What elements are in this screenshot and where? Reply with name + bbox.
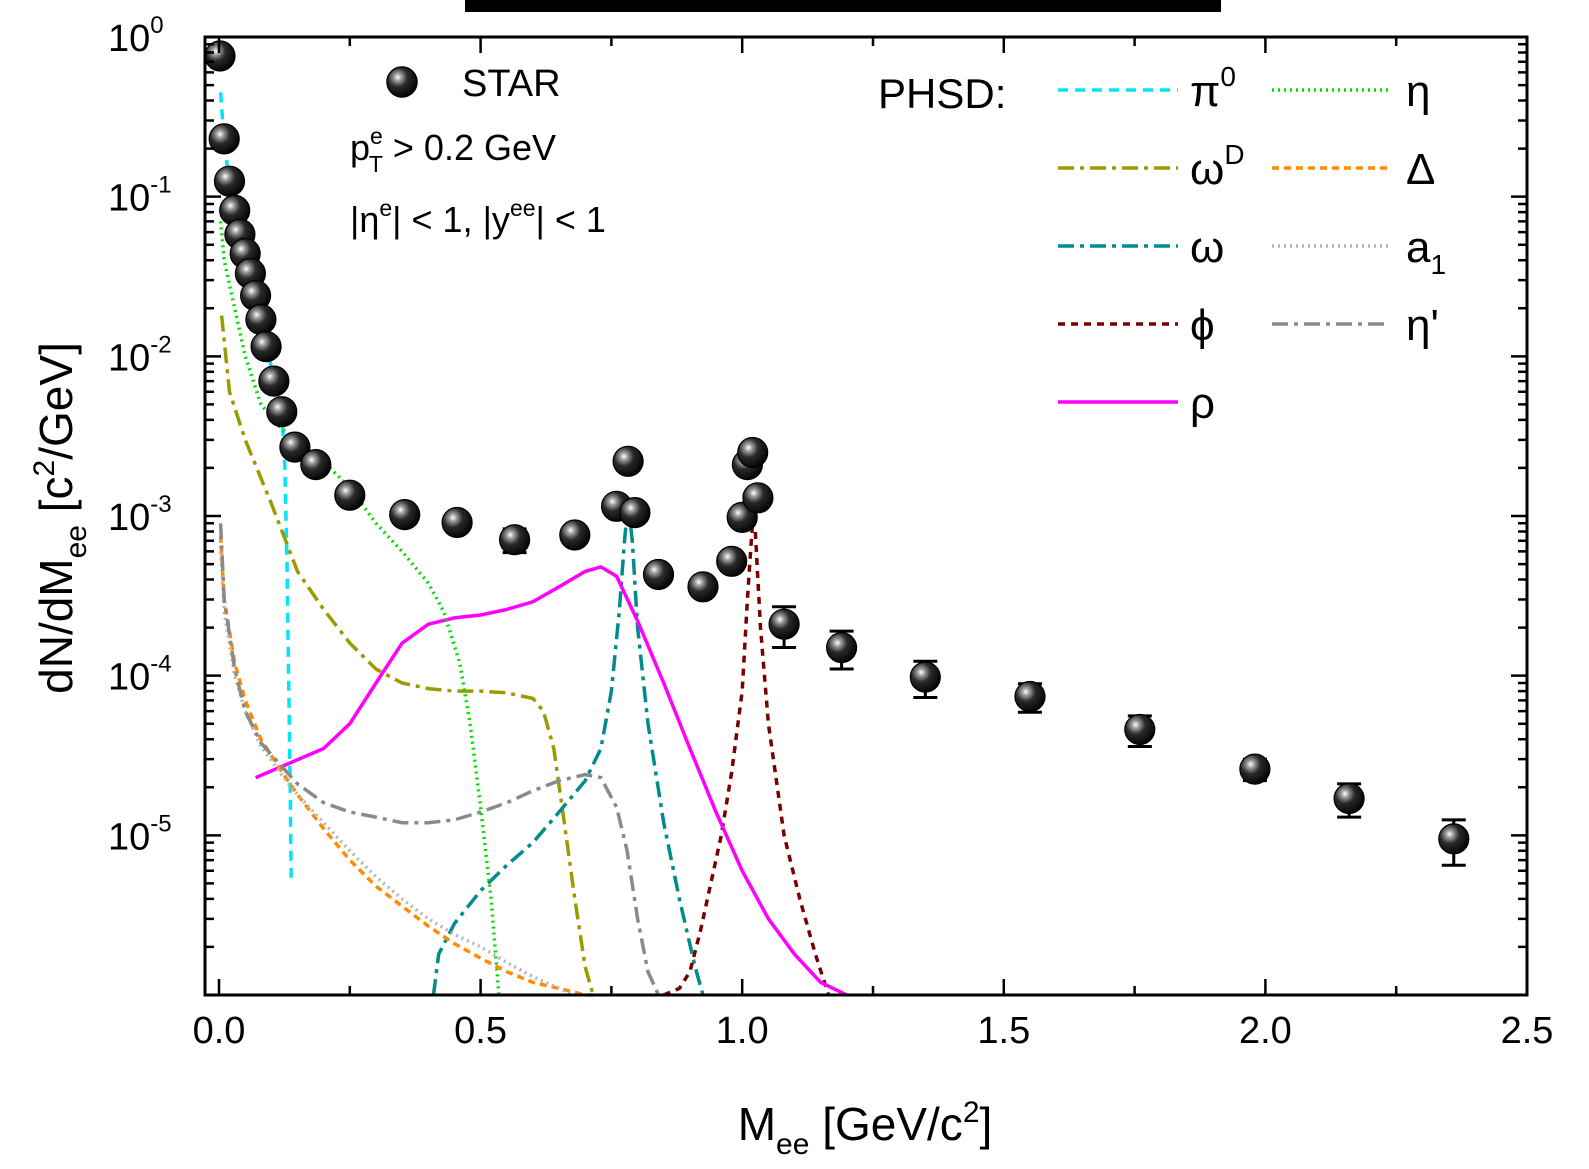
data-point-9: [250, 331, 282, 363]
y-axis-label: dN/dMee [c2/GeV]: [28, 342, 93, 694]
star-legend-marker: [386, 66, 418, 98]
data-point-22: [642, 558, 675, 591]
tick-marks: [205, 35, 1529, 997]
data-point-34: [1239, 753, 1271, 785]
x-axis-label: Mee [GeV/c2]: [738, 1096, 993, 1161]
y-tick-label: 10-3: [108, 491, 172, 539]
curve-8: [218, 523, 661, 996]
data-point-16: [441, 506, 473, 539]
data-point-30: [825, 631, 858, 664]
curve-6: [218, 535, 596, 997]
data-point-1: [208, 123, 240, 155]
annotation-pt-cut: pe T > 0.2 GeV: [350, 123, 556, 177]
x-tick-label: 1.5: [977, 1010, 1030, 1052]
legend-label-6: Δ: [1406, 145, 1435, 194]
annotation-eta-cut: |ηe| < 1, |yee| < 1: [350, 195, 606, 240]
data-point-35: [1333, 782, 1365, 815]
y-tick-label: 10-4: [108, 651, 172, 699]
legend-label-7: a1: [1406, 223, 1446, 280]
x-tick-label: 1.0: [716, 1010, 769, 1052]
data-point-14: [334, 479, 366, 511]
data-point-23: [687, 571, 719, 603]
legend-label-5: η: [1406, 67, 1430, 116]
star-legend: STAR: [386, 63, 561, 105]
y-tick-labels: 10110010-110-210-310-410-5: [108, 12, 172, 858]
x-tick-label: 0.0: [193, 1010, 246, 1052]
x-tick-labels: 0.0 0.5 1.0 1.5 2.0 2.5: [193, 1010, 1554, 1052]
x-tick-label: 2.5: [1501, 1010, 1554, 1052]
model-curves: [218, 92, 848, 997]
curve-3: [663, 519, 831, 997]
data-point-12: [279, 431, 311, 463]
legend-label-0: π0: [1190, 61, 1236, 116]
top-banner: [465, 0, 1221, 12]
data-point-21: [619, 496, 651, 529]
data-point-29: [768, 608, 800, 640]
data-point-36: [1438, 823, 1470, 855]
data-point-8: [245, 303, 277, 336]
data-point-17: [498, 524, 531, 556]
legend-title: PHSD:: [878, 70, 1006, 117]
data-point-10: [258, 365, 290, 397]
data-point-31: [909, 661, 941, 693]
y-tick-label: 10-1: [108, 172, 172, 220]
data-point-2: [213, 165, 246, 197]
curve-5: [218, 221, 501, 996]
data-point-11: [266, 396, 298, 428]
legend-label-3: ϕ: [1190, 301, 1215, 350]
legend-label-1: ωD: [1190, 139, 1245, 194]
y-tick-label: 10-5: [108, 810, 172, 858]
axis-ticks: [205, 35, 1529, 997]
data-point-13: [300, 449, 332, 481]
x-tick-label: 0.5: [454, 1010, 507, 1052]
curve-4: [254, 565, 848, 997]
data-point-20: [612, 445, 644, 477]
data-point-15: [389, 498, 421, 531]
x-tick-label: 2.0: [1239, 1010, 1292, 1052]
data-point-28: [742, 482, 774, 514]
data-point-24: [716, 545, 748, 577]
legend-label-8: η': [1406, 301, 1439, 350]
legend-label-2: ω: [1190, 223, 1224, 272]
curve-2: [431, 503, 705, 996]
legend-label-4: ρ: [1190, 379, 1215, 428]
data-point-32: [1014, 680, 1046, 713]
data-point-18: [559, 519, 591, 551]
data-point-33: [1124, 713, 1156, 746]
star-legend-label: STAR: [462, 63, 561, 105]
data-point-27: [737, 436, 769, 469]
y-tick-label: 10-2: [108, 331, 172, 379]
y-tick-label: 100: [108, 12, 164, 60]
star-data-points: [204, 40, 1470, 867]
